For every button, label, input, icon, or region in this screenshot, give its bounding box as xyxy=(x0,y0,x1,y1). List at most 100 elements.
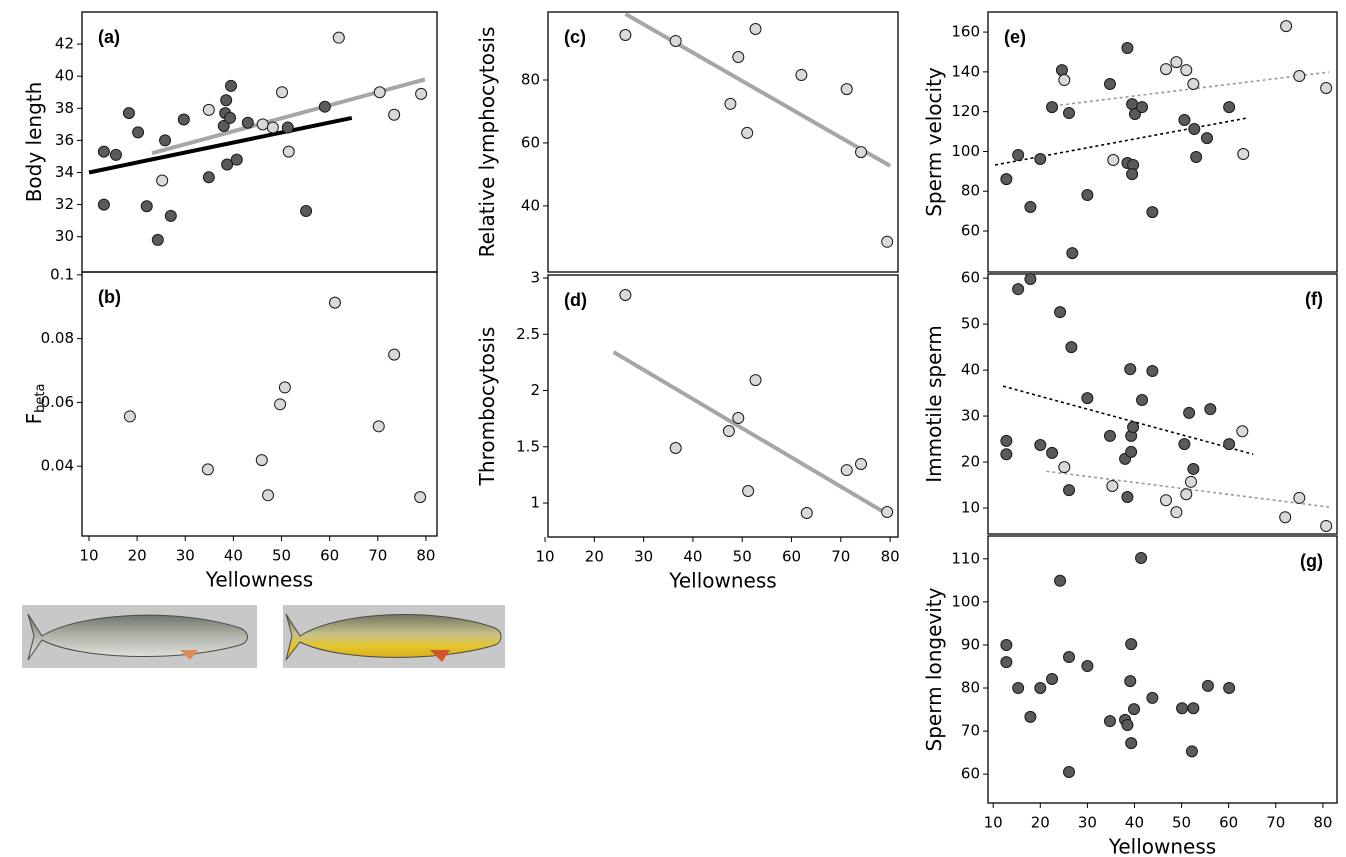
data-point xyxy=(123,410,136,423)
x-tick-label: 50 xyxy=(272,547,291,565)
y-tick-label: 60 xyxy=(521,133,540,151)
y-axis-label: Fbeta xyxy=(22,384,48,425)
panel: 40 60 80 Relative lymphocytosis (c) xyxy=(475,11,899,273)
y-tick-label: 90 xyxy=(961,635,980,653)
x-tick-label: 30 xyxy=(1078,814,1097,832)
data-point xyxy=(1146,365,1159,378)
data-point xyxy=(1054,574,1067,587)
data-point xyxy=(1223,438,1236,451)
fit-line xyxy=(1002,385,1254,456)
data-point xyxy=(1046,672,1059,685)
panel-label: (g) xyxy=(1300,551,1323,571)
data-point xyxy=(159,134,172,147)
y-axis-label-text: Sperm longevity xyxy=(922,587,946,751)
x-tick-label: 70 xyxy=(831,548,850,566)
y-tick-label: 60 xyxy=(961,222,980,240)
panel-label: (e) xyxy=(1004,27,1026,47)
x-tick-label: 80 xyxy=(1313,814,1332,832)
panel-label: (b) xyxy=(98,287,121,307)
data-point xyxy=(276,86,289,99)
data-point xyxy=(1170,506,1183,519)
data-point xyxy=(1293,491,1306,504)
y-tick-label: 32 xyxy=(55,195,74,213)
y-tick-label: 80 xyxy=(521,70,540,88)
data-point xyxy=(669,442,682,455)
x-tick-label: 10 xyxy=(535,548,554,566)
data-point xyxy=(1066,247,1079,260)
data-point xyxy=(224,79,237,92)
data-point xyxy=(1187,78,1200,91)
data-point xyxy=(132,126,145,139)
y-tick-label: 140 xyxy=(951,62,980,80)
data-point xyxy=(1280,20,1293,33)
data-point xyxy=(669,34,682,47)
data-point xyxy=(1180,64,1193,77)
data-point xyxy=(1012,149,1025,162)
y-tick-label: 110 xyxy=(951,549,980,567)
y-tick-label: 100 xyxy=(951,592,980,610)
panel: 60 80 100 120 140 160 Sperm velocity (e) xyxy=(922,11,1338,273)
data-point xyxy=(1046,101,1059,114)
data-point xyxy=(109,148,122,161)
data-point xyxy=(300,205,313,218)
data-point xyxy=(1223,682,1236,695)
data-point xyxy=(256,118,269,131)
x-axis-label: Yellowness xyxy=(668,569,776,593)
data-point xyxy=(741,126,754,139)
data-point xyxy=(1054,306,1067,319)
y-tick-label: 120 xyxy=(951,102,980,120)
data-point xyxy=(1012,682,1025,695)
data-point xyxy=(1081,660,1094,673)
data-point xyxy=(1176,702,1189,715)
data-point xyxy=(1320,519,1333,532)
data-point xyxy=(840,464,853,477)
data-point xyxy=(1127,421,1140,434)
y-tick-label: 50 xyxy=(961,315,980,333)
y-tick-label: 0.08 xyxy=(41,329,74,347)
data-point xyxy=(414,491,427,504)
data-point xyxy=(318,100,331,113)
data-point xyxy=(220,94,233,107)
panel: 0.04 0.06 0.08 0.1 10 20 30 40 50 60 70 80 Yellownes… xyxy=(22,265,438,592)
data-point xyxy=(1103,78,1116,91)
data-point xyxy=(1063,107,1076,120)
data-point xyxy=(1034,153,1047,166)
data-point xyxy=(241,116,254,129)
data-point xyxy=(1063,651,1076,664)
x-tick-label: 20 xyxy=(128,547,147,565)
x-tick-label: 60 xyxy=(1219,814,1238,832)
data-point xyxy=(332,31,345,44)
plot-frame xyxy=(547,274,899,538)
data-point xyxy=(1128,108,1141,121)
data-point xyxy=(855,146,868,159)
data-point xyxy=(1126,98,1139,111)
y-tick-label: 60 xyxy=(961,765,980,783)
data-point xyxy=(1136,101,1149,114)
data-point xyxy=(1046,446,1059,459)
data-point xyxy=(1125,737,1138,750)
data-point xyxy=(151,233,164,246)
data-point xyxy=(177,113,190,126)
x-tick-label: 30 xyxy=(176,547,195,565)
y-axis-label: Sperm longevity xyxy=(922,587,946,751)
data-point xyxy=(800,507,813,520)
data-point xyxy=(1103,715,1116,728)
x-tick-label: 70 xyxy=(368,547,387,565)
x-tick-label: 40 xyxy=(224,547,243,565)
data-point xyxy=(372,420,385,433)
y-axis-label-text: Relative lymphocytosis xyxy=(475,27,499,258)
data-point xyxy=(202,171,215,184)
data-point xyxy=(140,200,153,213)
y-tick-label: 100 xyxy=(951,142,980,160)
data-point xyxy=(122,107,135,120)
x-axis-label: Yellowness xyxy=(205,568,313,592)
data-point xyxy=(1178,114,1191,127)
x-tick-label: 80 xyxy=(881,548,900,566)
data-point xyxy=(1279,511,1292,524)
data-point xyxy=(1184,475,1197,488)
fit-line xyxy=(612,350,889,516)
x-tick-label: 60 xyxy=(782,548,801,566)
y-axis-label-subscript: beta xyxy=(33,384,48,413)
